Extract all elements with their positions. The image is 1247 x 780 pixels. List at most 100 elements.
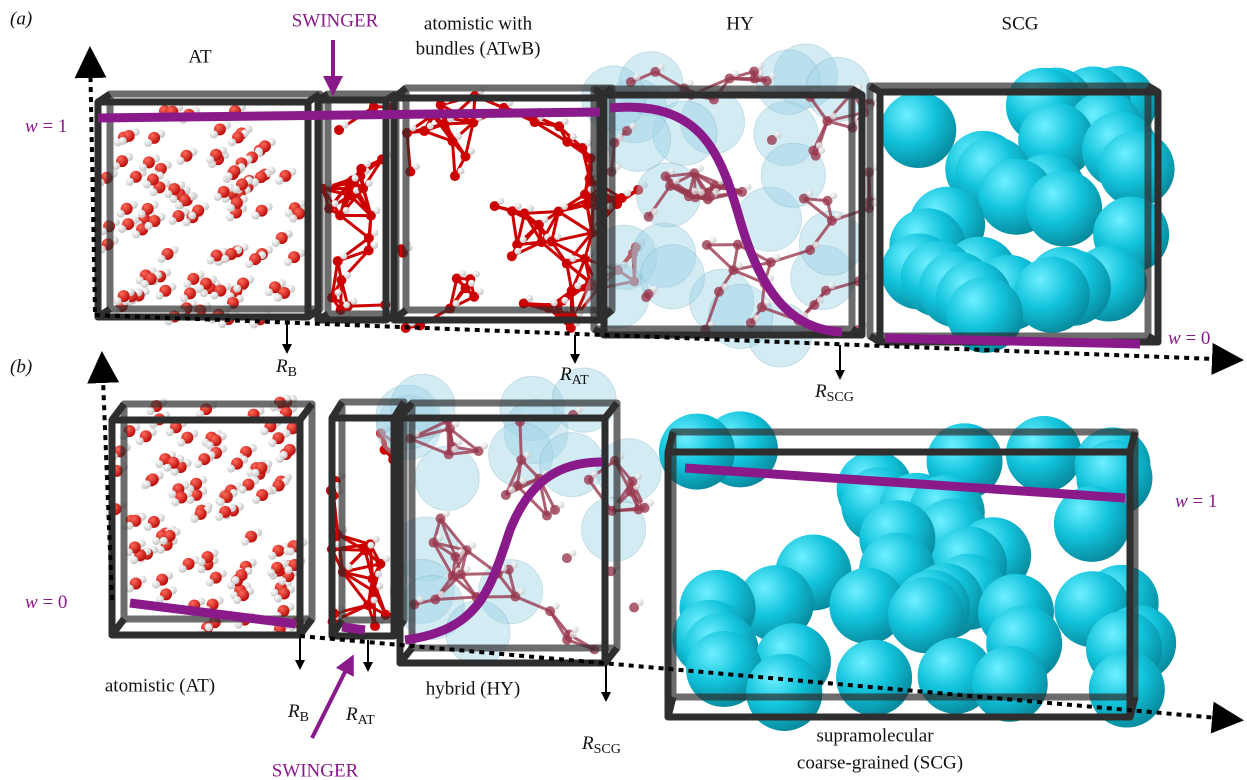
hydrogen	[238, 486, 246, 494]
hydrogen	[155, 292, 163, 300]
hydrogen	[176, 157, 184, 165]
hydrogen	[206, 156, 214, 164]
hydrogen	[114, 297, 122, 305]
hydrogen	[558, 501, 565, 508]
hydrogen	[569, 550, 576, 557]
hydrogen	[233, 285, 241, 293]
hydrogen	[721, 283, 728, 290]
region-label: HY	[726, 13, 754, 34]
hydrogen	[272, 239, 280, 247]
hydrogen	[554, 233, 561, 240]
hydrogen	[260, 427, 268, 435]
hydrogen	[164, 190, 172, 198]
region-label: supramolecular	[816, 725, 934, 746]
hydrogen	[206, 579, 214, 587]
hydrogen	[757, 63, 764, 70]
hydrogen	[168, 490, 176, 498]
hydrogen	[371, 242, 378, 249]
hydrogen	[175, 201, 183, 209]
bond	[452, 141, 454, 176]
region-label: AT	[188, 46, 212, 67]
hydrogen	[227, 204, 235, 212]
region-label: coarse-grained (SCG)	[797, 752, 963, 773]
hydrogen	[481, 443, 488, 450]
hydrogen	[514, 248, 521, 255]
hydrogen	[141, 280, 149, 288]
hydrogen	[574, 282, 581, 289]
hydrogen	[451, 446, 458, 453]
hydrogen	[132, 230, 140, 238]
hydrogen	[191, 515, 199, 523]
hydrogen	[143, 480, 151, 488]
hydrogen	[806, 190, 813, 197]
hydrogen	[267, 569, 275, 577]
hydrogen	[561, 203, 568, 210]
hydrogen	[569, 255, 576, 262]
weight-symbol: w	[1175, 491, 1188, 512]
hydrogen	[511, 561, 518, 568]
hydrogen	[284, 258, 292, 266]
hydrogen	[145, 222, 153, 230]
hydrogen	[289, 214, 297, 222]
axis-a-vertical	[90, 50, 95, 312]
hydrogen	[245, 260, 253, 268]
weight-value: = 0	[1185, 328, 1210, 349]
hydrogen	[232, 185, 240, 193]
hydrogen	[227, 465, 235, 473]
hydrogen	[217, 498, 225, 506]
hydrogen	[497, 198, 504, 205]
hydrogen	[375, 570, 382, 577]
hydrogen	[524, 451, 531, 458]
hydrogen	[409, 124, 416, 131]
hydrogen	[629, 122, 636, 129]
hydrogen	[520, 236, 527, 243]
hydrogen	[459, 270, 466, 277]
panel-label: (a)	[10, 8, 32, 29]
hydrogen	[350, 298, 357, 305]
hydrogen	[709, 236, 716, 243]
hydrogen	[344, 272, 351, 279]
boundary-label: RSCG	[581, 733, 621, 757]
hydrogen	[136, 437, 144, 445]
hydrogen	[146, 407, 154, 415]
hydrogen	[413, 163, 420, 170]
hydrogen	[813, 241, 820, 248]
hydrogen	[818, 147, 825, 154]
hydrogen	[144, 139, 152, 147]
hydrogen	[224, 172, 232, 180]
bond	[348, 305, 385, 306]
boundary-symbol: R	[345, 704, 358, 725]
hydrogen	[774, 132, 781, 139]
hydrogen	[274, 594, 282, 602]
hydrogen	[452, 300, 459, 307]
hydrogen	[371, 229, 378, 236]
hydrogen	[373, 536, 380, 543]
hydrogen	[713, 188, 720, 195]
hydrogen	[345, 564, 352, 571]
boundary-symbol: R	[581, 733, 594, 754]
hydrogen	[194, 460, 202, 468]
scg-sphere	[1099, 131, 1175, 207]
hydrogen	[343, 301, 350, 308]
hydrogen	[158, 255, 166, 263]
hydrogen	[373, 207, 380, 214]
hydrogen	[183, 280, 191, 288]
bond	[525, 212, 559, 214]
hydrogen	[553, 603, 560, 610]
hydrogen	[658, 63, 665, 70]
weight-symbol: w	[25, 116, 38, 137]
boundary-symbol: R	[814, 381, 827, 402]
hydrogen	[561, 297, 568, 304]
hydrogen	[732, 70, 739, 77]
hydrogen	[698, 189, 705, 196]
hydrogen	[576, 406, 583, 413]
hydrogen	[169, 217, 177, 225]
hydrogen	[617, 134, 624, 141]
region-label: atomistic with	[424, 13, 533, 34]
hydrogen	[215, 513, 223, 521]
hydrogen	[180, 294, 188, 302]
region-label: bundles (ATwB)	[416, 38, 541, 59]
hydrogen	[436, 534, 443, 541]
swinger-label: SWINGER	[292, 10, 379, 31]
boundary-label: RB	[275, 356, 297, 380]
